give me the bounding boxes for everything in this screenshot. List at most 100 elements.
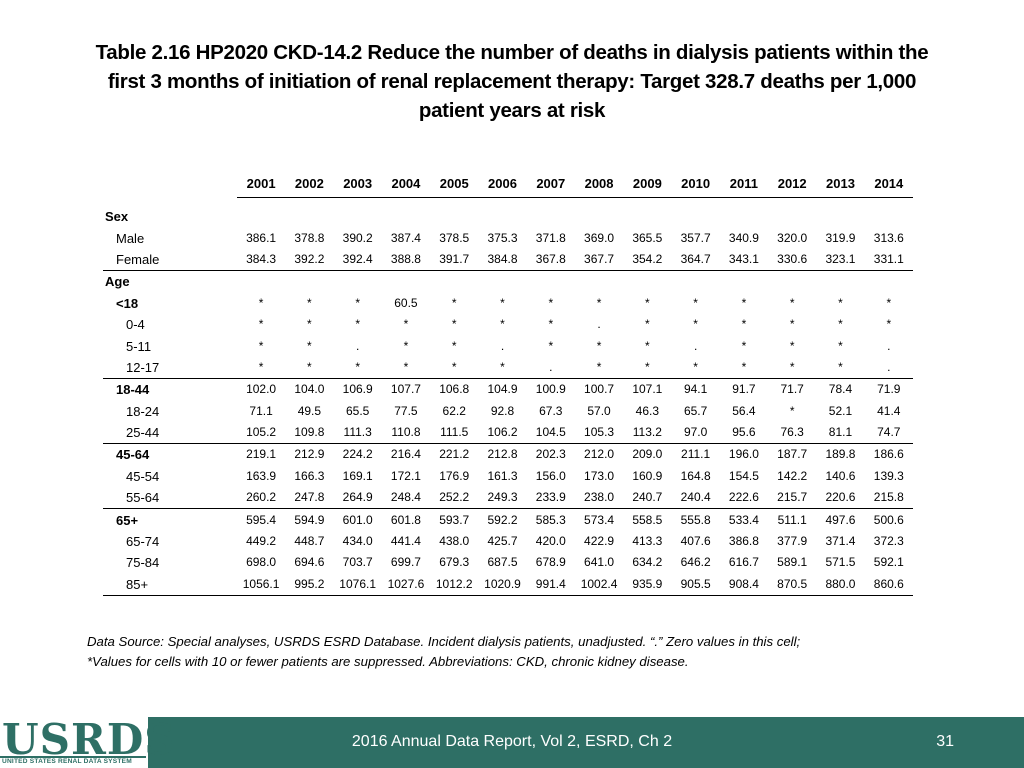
table-cell: 995.2 [285,573,334,597]
table-cell: 212.9 [285,443,334,466]
table-cell: 139.3 [873,468,904,483]
table-cell: 378.8 [294,230,325,245]
table-cell: 71.9 [864,378,913,401]
table-cell: 78.4 [816,378,865,401]
table-row: 55-64 260.2 247.8 264.9 248.4 252.2 249.3 233.9… [103,487,913,509]
table-cell: 240.4 [680,490,711,505]
table-cell: 163.9 [246,468,277,483]
table-cell: 113.2 [632,425,662,440]
table-cell: * [307,359,312,374]
table-cell: 104.5 [535,425,566,440]
year-header-2005: 2005 [430,170,479,198]
title-line-3: patient years at risk [418,99,606,122]
table-cell: 1027.6 [381,573,431,597]
table-cell: 105.2 [246,425,277,440]
table-cell: * [838,295,843,310]
empty-cell [381,270,431,293]
table-cell: 641.0 [584,555,615,570]
table-cell: 343.1 [728,251,759,266]
year-header-2007: 2007 [526,170,575,198]
empty-cell [478,270,527,293]
row-label: 18-24 [126,403,160,419]
table-cell: 331.1 [873,251,904,266]
table-cell: 592.2 [478,508,527,531]
table-cell: 196.0 [719,443,769,466]
table-row: Male 386.1 378.8 390.2 387.4 378.5 375.3 371.8 3… [103,227,913,248]
table-cell: 935.9 [623,573,672,597]
table-cell: * [258,295,264,310]
table-cell: * [500,317,505,332]
table-cell: 369.0 [584,230,615,245]
empty-cell [623,270,672,293]
empty-cell [768,206,816,227]
usrds-logo: USRDS UNITED STATES RENAL DATA SYSTEM [0,717,175,768]
table-cell: 319.9 [825,230,856,245]
row-label: 65+ [103,508,237,531]
page-title: Table 2.16 HP2020 CKD-14.2 Reduce the nu… [40,38,984,125]
table-cell: 386.8 [728,534,759,549]
table-cell: * [886,295,892,310]
table-cell: 441.4 [390,534,421,549]
year-header-2001: 2001 [236,170,286,198]
table-cell: 95.6 [732,425,756,440]
source-line-1: Data Source: Special analyses, USRDS ESR… [87,634,801,649]
table-row: 5-11 * *. * *. * * *. * * *. [103,335,913,356]
table-cell: 386.1 [246,230,277,245]
row-label: <18 [116,295,139,311]
table-row: 65-74 449.2 448.7 434.0 441.4 438.0 425.7 420.0… [103,531,913,552]
table-cell: 247.8 [294,490,325,505]
table-cell: 595.4 [236,508,286,531]
table-cell: 407.6 [680,534,711,549]
table-cell: 616.7 [728,555,759,570]
table-cell: 589.1 [777,555,808,570]
table-cell: 357.7 [680,230,711,245]
table-cell: * [741,317,747,332]
empty-cell [671,270,720,293]
table-cell: 60.5 [394,295,418,310]
table-cell: * [645,317,650,332]
table-cell: 313.6 [873,230,904,245]
table-cell: 65.5 [345,403,370,418]
empty-cell [333,270,382,293]
table-cell: * [596,295,602,310]
title-line-1: Table 2.16 HP2020 CKD-14.2 Reduce the nu… [95,41,929,64]
table-cell: 601.8 [381,508,431,531]
empty-cell [334,206,382,227]
row-label: 12-17 [126,359,160,375]
table-cell: 1076.1 [333,573,382,597]
table-cell: 448.7 [294,534,325,549]
table-cell: * [838,317,843,332]
table-cell: 1012.2 [430,573,479,597]
table-cell: 111.5 [440,425,469,440]
table-cell: 57.0 [587,403,611,418]
table-cell: * [645,359,650,374]
table-cell: 340.9 [728,230,759,245]
table-cell: 156.0 [535,468,566,483]
table-cell: * [355,359,360,374]
row-label: Male [116,230,145,246]
table-cell: 172.1 [390,468,421,483]
year-header-2006: 2006 [478,170,527,198]
empty-cell [285,206,333,227]
section-label: Sex [105,209,129,225]
table-cell: 71.1 [249,403,273,418]
table-row: 25-44 105.2 109.8 111.3 110.8 111.5 106.2 104.5… [103,422,913,444]
table-cell: 365.5 [632,230,663,245]
row-label: Female [116,251,160,267]
table-cell: 219.1 [236,443,286,466]
table-cell: 215.8 [873,490,904,505]
row-label: 45-54 [126,468,160,484]
table-cell: 46.3 [635,403,660,418]
table-cell: 41.4 [877,403,901,418]
empty-cell [430,206,478,227]
table-cell: 105.3 [584,425,615,440]
table-cell: . [549,359,553,374]
table-cell: 320.0 [777,230,808,245]
table-row: 0-4 * * * * * * *. * * * * * * [103,314,913,335]
table-cell: * [355,295,360,310]
table-cell: * [307,317,312,332]
table-cell: 699.7 [390,555,421,570]
table-cell: 634.2 [632,555,663,570]
table-cell: 92.8 [490,403,515,418]
table-cell: 215.7 [777,490,808,505]
